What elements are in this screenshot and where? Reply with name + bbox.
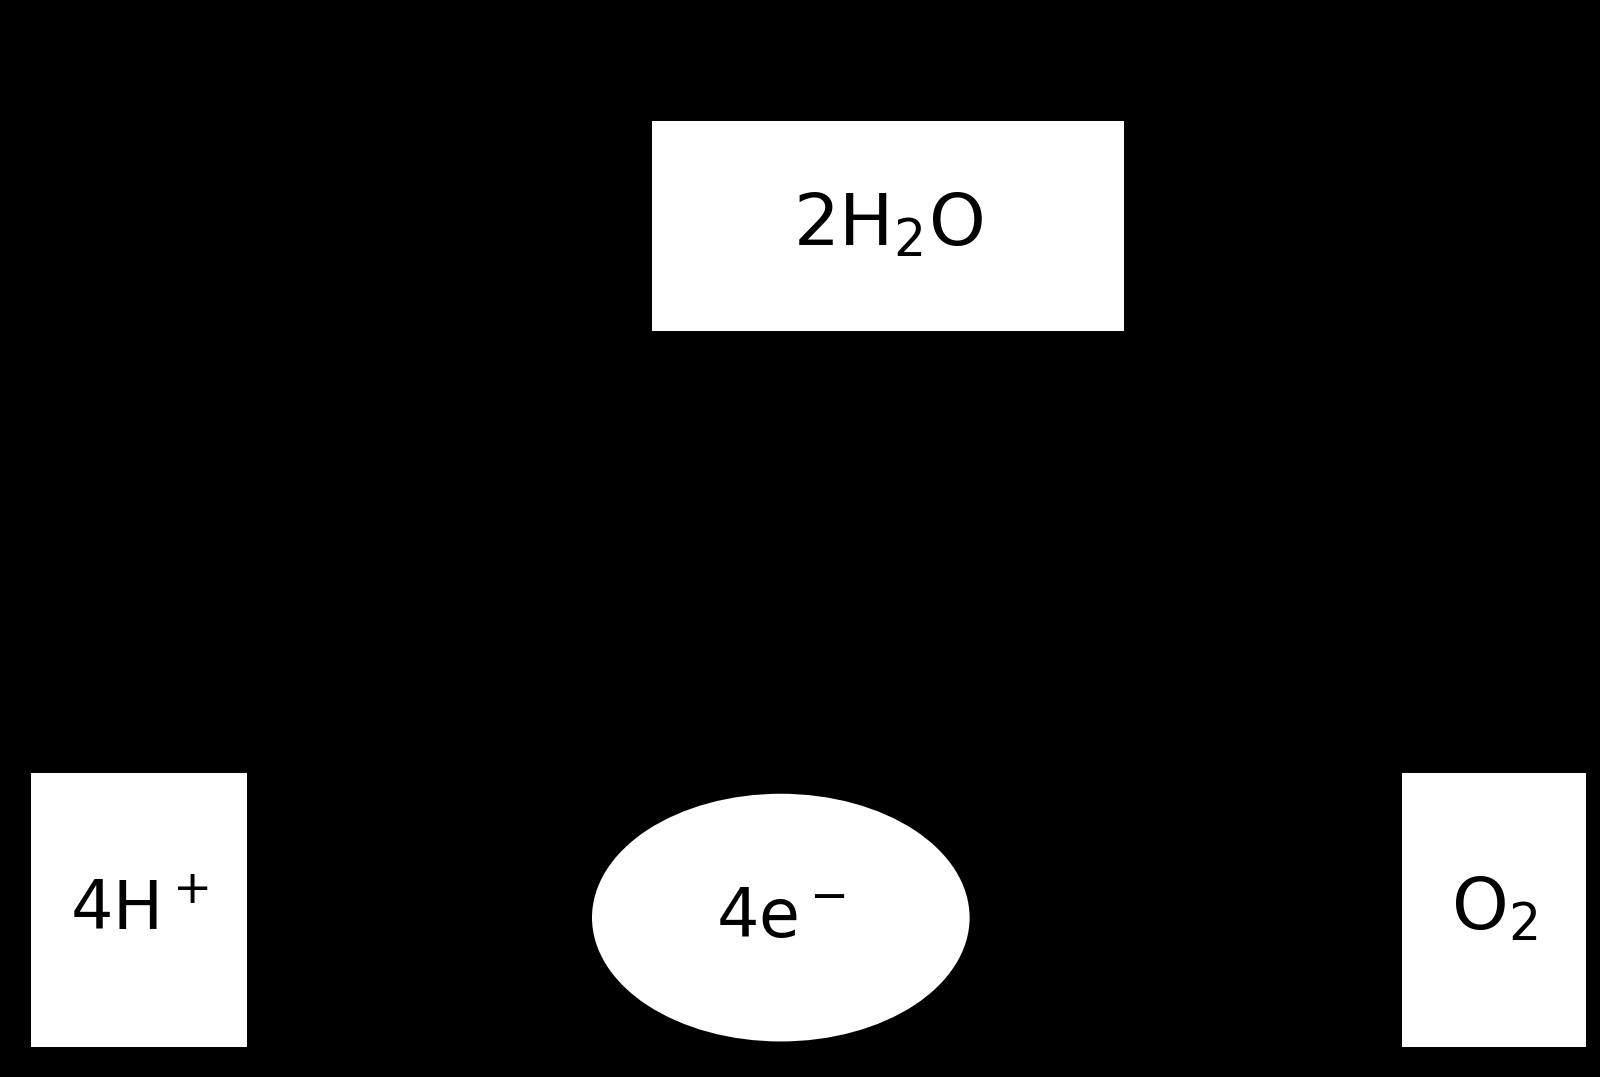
Text: O$_2$: O$_2$ [1451, 876, 1538, 945]
Text: 4e$^-$: 4e$^-$ [717, 884, 845, 951]
Ellipse shape [592, 794, 970, 1041]
FancyBboxPatch shape [653, 122, 1125, 332]
Text: 4H$^+$: 4H$^+$ [70, 877, 208, 943]
FancyBboxPatch shape [30, 773, 246, 1047]
FancyBboxPatch shape [1402, 773, 1587, 1047]
Text: 2H$_2$O: 2H$_2$O [794, 192, 982, 261]
